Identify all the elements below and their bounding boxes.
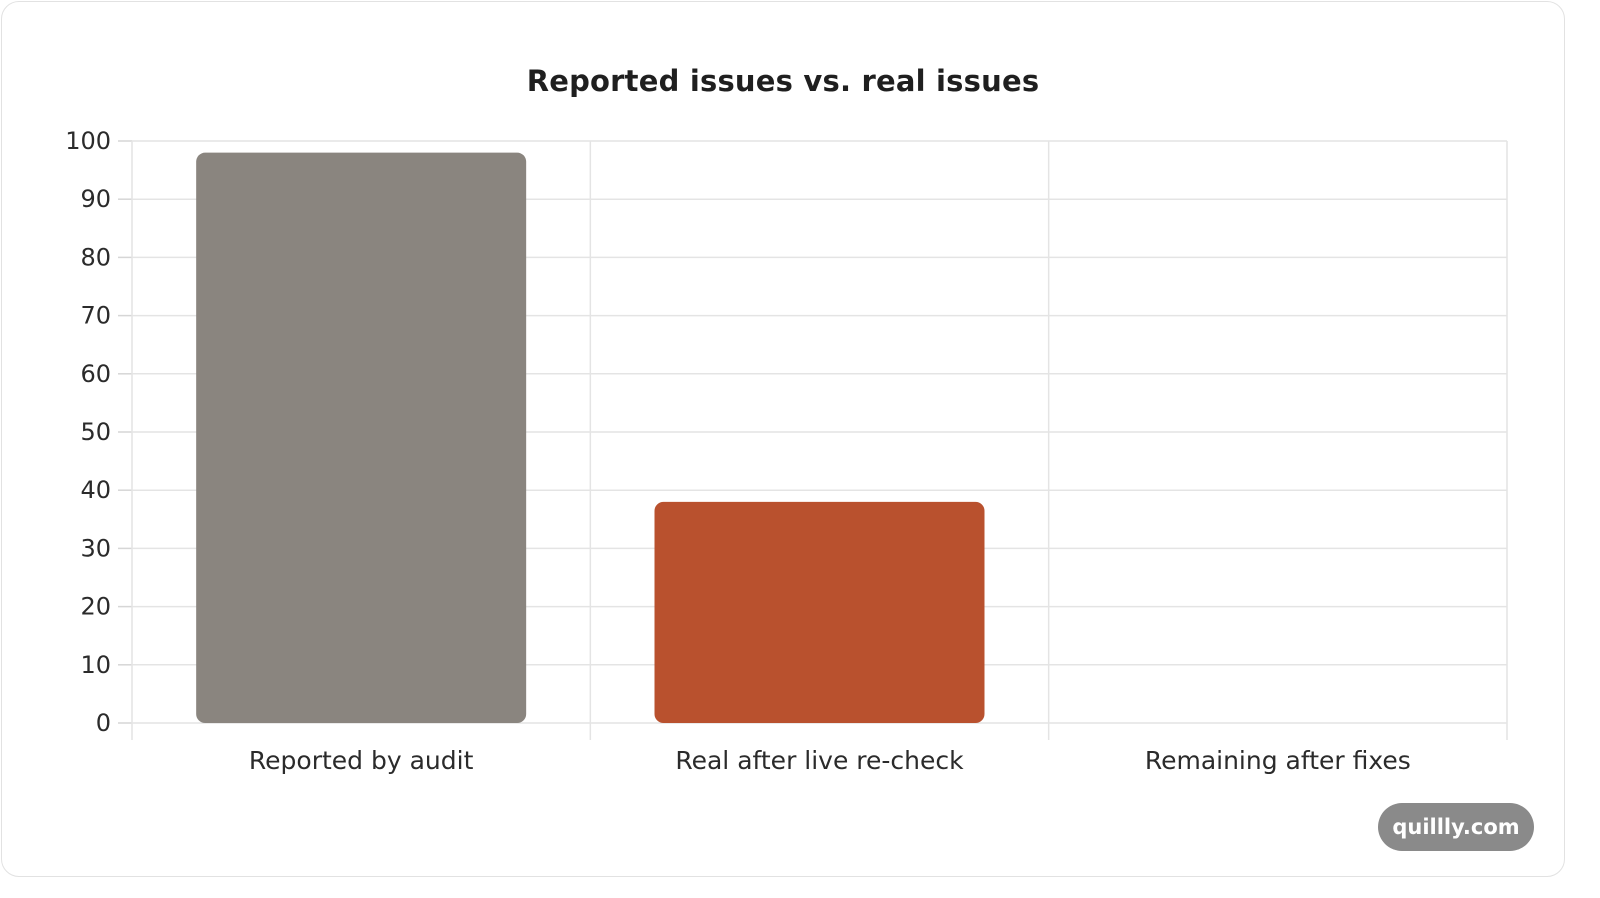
bar-reported-by-audit — [196, 152, 527, 723]
watermark-badge[interactable]: quillly.com — [1378, 803, 1534, 851]
x-category-label: Real after live re-check — [675, 746, 964, 775]
y-tick-label: 50 — [80, 418, 111, 446]
x-category-label: Reported by audit — [249, 746, 474, 775]
y-tick-label: 0 — [96, 709, 111, 737]
y-tick-label: 40 — [80, 476, 111, 504]
y-tick-label: 10 — [80, 651, 111, 679]
y-tick-label: 60 — [80, 360, 111, 388]
bar-real-after-live-re-check — [654, 501, 985, 723]
y-tick-label: 20 — [80, 593, 111, 621]
x-category-label: Remaining after fixes — [1145, 746, 1411, 775]
y-tick-label: 80 — [80, 243, 111, 271]
y-tick-label: 90 — [80, 185, 111, 213]
y-tick-label: 100 — [65, 127, 111, 155]
y-tick-label: 30 — [80, 534, 111, 562]
chart-title: Reported issues vs. real issues — [526, 64, 1040, 98]
y-tick-label: 70 — [80, 302, 111, 330]
